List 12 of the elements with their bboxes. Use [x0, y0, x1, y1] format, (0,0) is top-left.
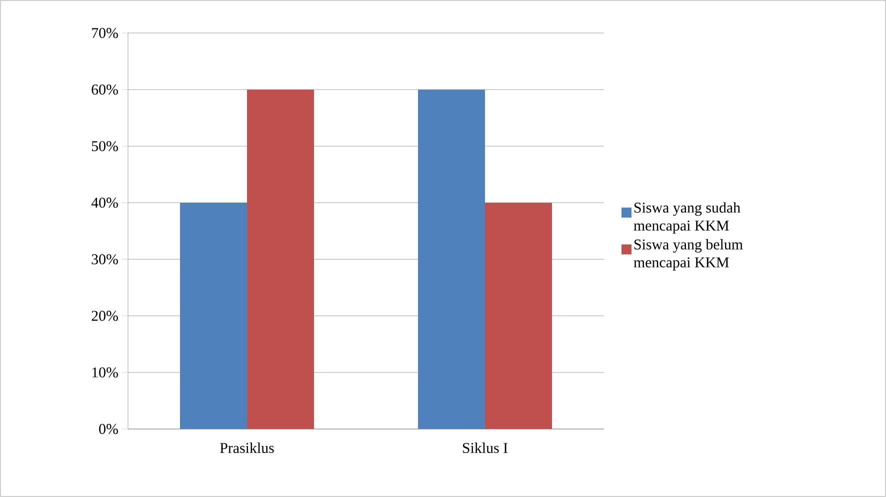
y-tick-label: 60%	[92, 84, 118, 95]
legend-label: Siswa yang belum mencapai KKM	[634, 239, 743, 270]
legend-label: Siswa yang sudah mencapai KKM	[634, 202, 740, 234]
x-tick-label: Siklus I	[462, 442, 508, 454]
y-tick-label: 0%	[99, 424, 118, 434]
y-tick-label: 10%	[92, 367, 118, 378]
y-tick-label: 20%	[92, 310, 118, 321]
y-tick-label: 70%	[92, 28, 118, 38]
y-tick-label: 50%	[92, 141, 118, 152]
y-tick-label: 30%	[92, 254, 118, 264]
y-tick-label: 40%	[91, 198, 118, 208]
x-tick-label: Prasiklus	[220, 442, 274, 454]
